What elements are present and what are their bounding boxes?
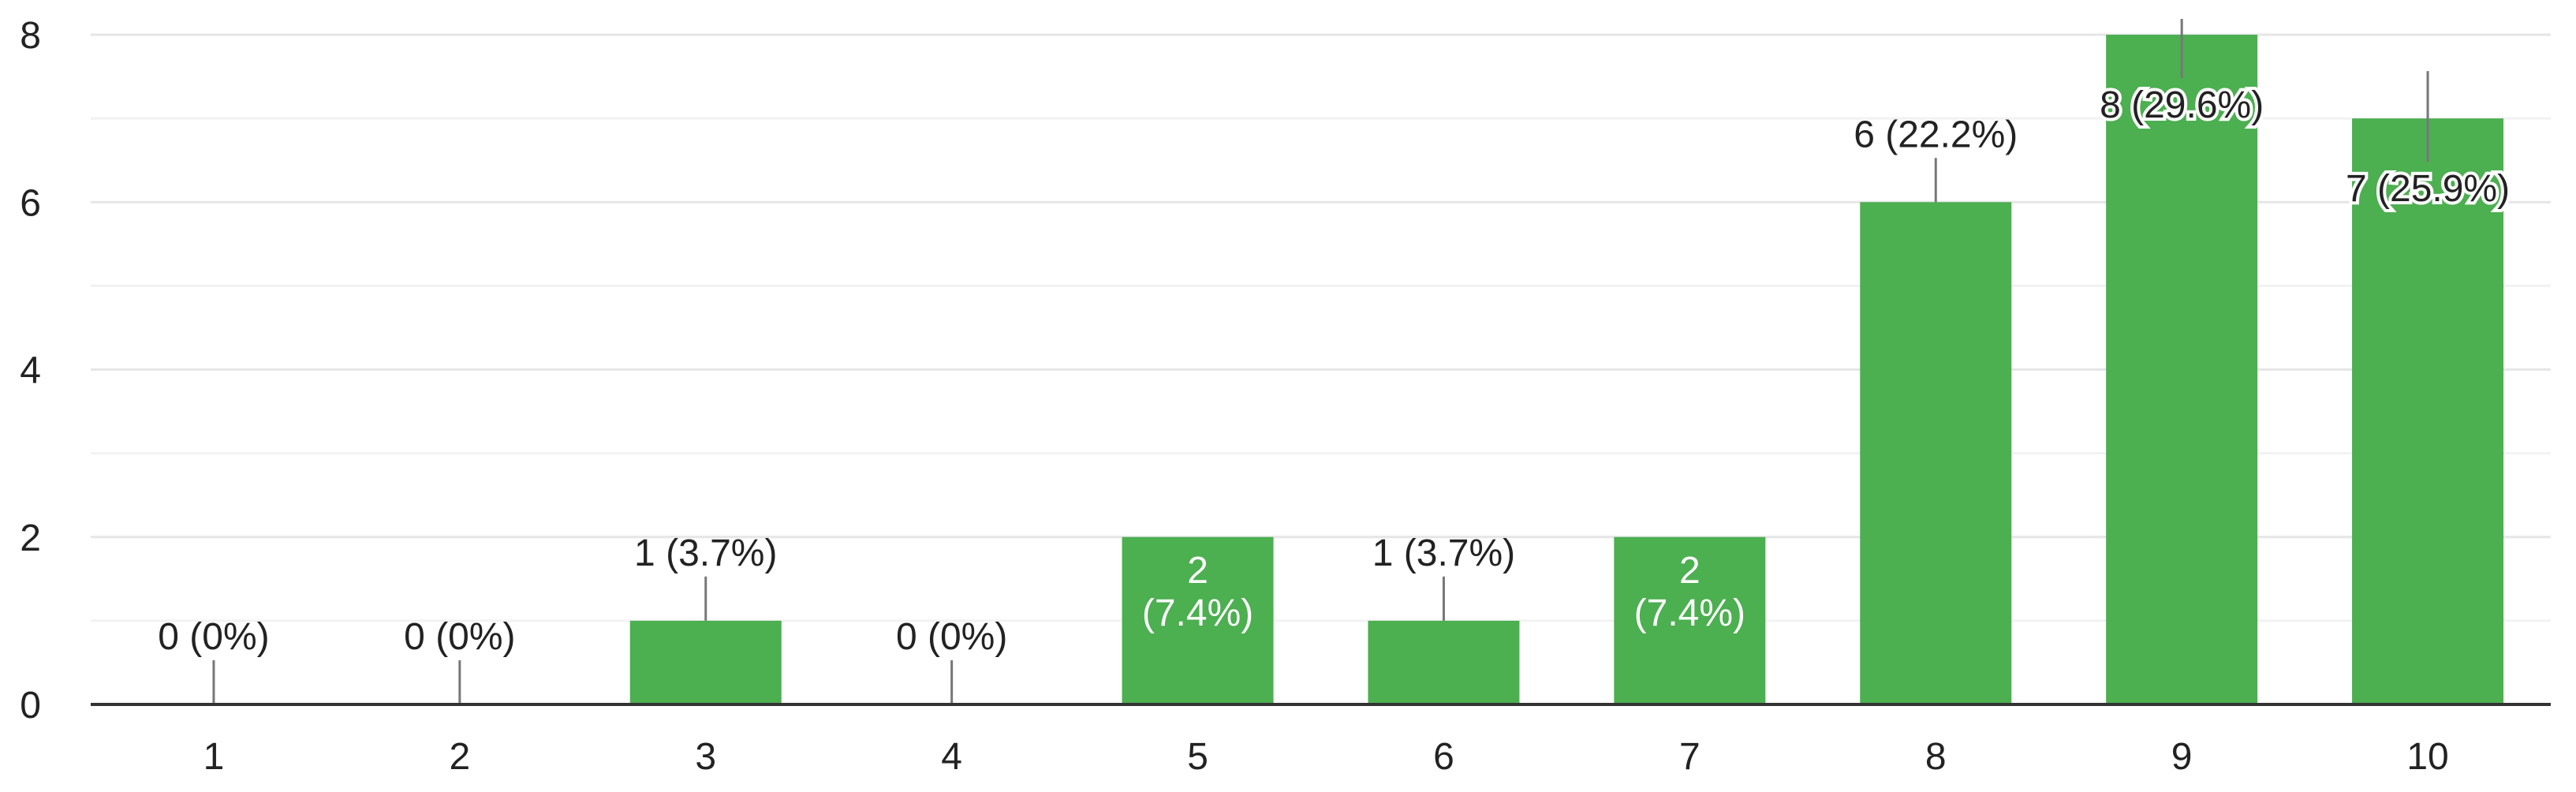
data-label: 1 (3.7%) [1372,532,1515,574]
x-tick-label: 10 [2406,736,2448,778]
data-label: 2 (7.4%) [1634,550,1745,634]
data-label: 0 (0%) [896,616,1007,658]
bar [2352,118,2504,704]
y-tick-label: 6 [20,182,41,224]
x-tick-label: 1 [203,736,225,778]
y-tick-label: 8 [20,15,41,57]
y-tick-label: 4 [20,350,41,392]
x-tick-label: 4 [941,736,962,778]
x-tick-label: 5 [1187,736,1208,778]
bar [629,620,782,704]
x-tick-label: 9 [2171,736,2193,778]
gridlines [91,33,2551,622]
data-label: 2 (7.4%) [1142,550,1253,634]
data-label: 8 (29.6%) [2100,84,2264,126]
bars [629,35,2504,704]
x-tick-label: 3 [695,736,716,778]
x-tick-label: 8 [1925,736,1947,778]
y-tick-label: 0 [20,685,41,727]
bar [2106,35,2258,704]
label-leaders [212,19,2429,704]
data-label: 6 (22.2%) [1854,114,2018,155]
data-label: 7 (25.9%) [2346,168,2510,210]
bar [1860,202,2012,704]
x-axis-ticks: 1 2 3 4 5 6 7 8 9 10 [203,736,2449,778]
x-tick-label: 6 [1433,736,1454,778]
bar [1122,536,1274,704]
data-label: 0 (0%) [404,616,515,658]
data-label: 1 (3.7%) [634,532,777,574]
bar [1614,536,1766,704]
data-label: 0 (0%) [158,616,269,658]
bar [1368,620,1520,704]
y-tick-label: 2 [20,517,41,559]
x-tick-label: 7 [1679,736,1701,778]
data-labels: 0 (0%) 0 (0%) 1 (3.7%) 0 (0%) 2 (7.4%) 1 (3.7%… [158,81,2513,658]
y-axis-ticks: 0 2 4 6 8 [20,15,41,727]
x-tick-label: 2 [449,736,470,778]
